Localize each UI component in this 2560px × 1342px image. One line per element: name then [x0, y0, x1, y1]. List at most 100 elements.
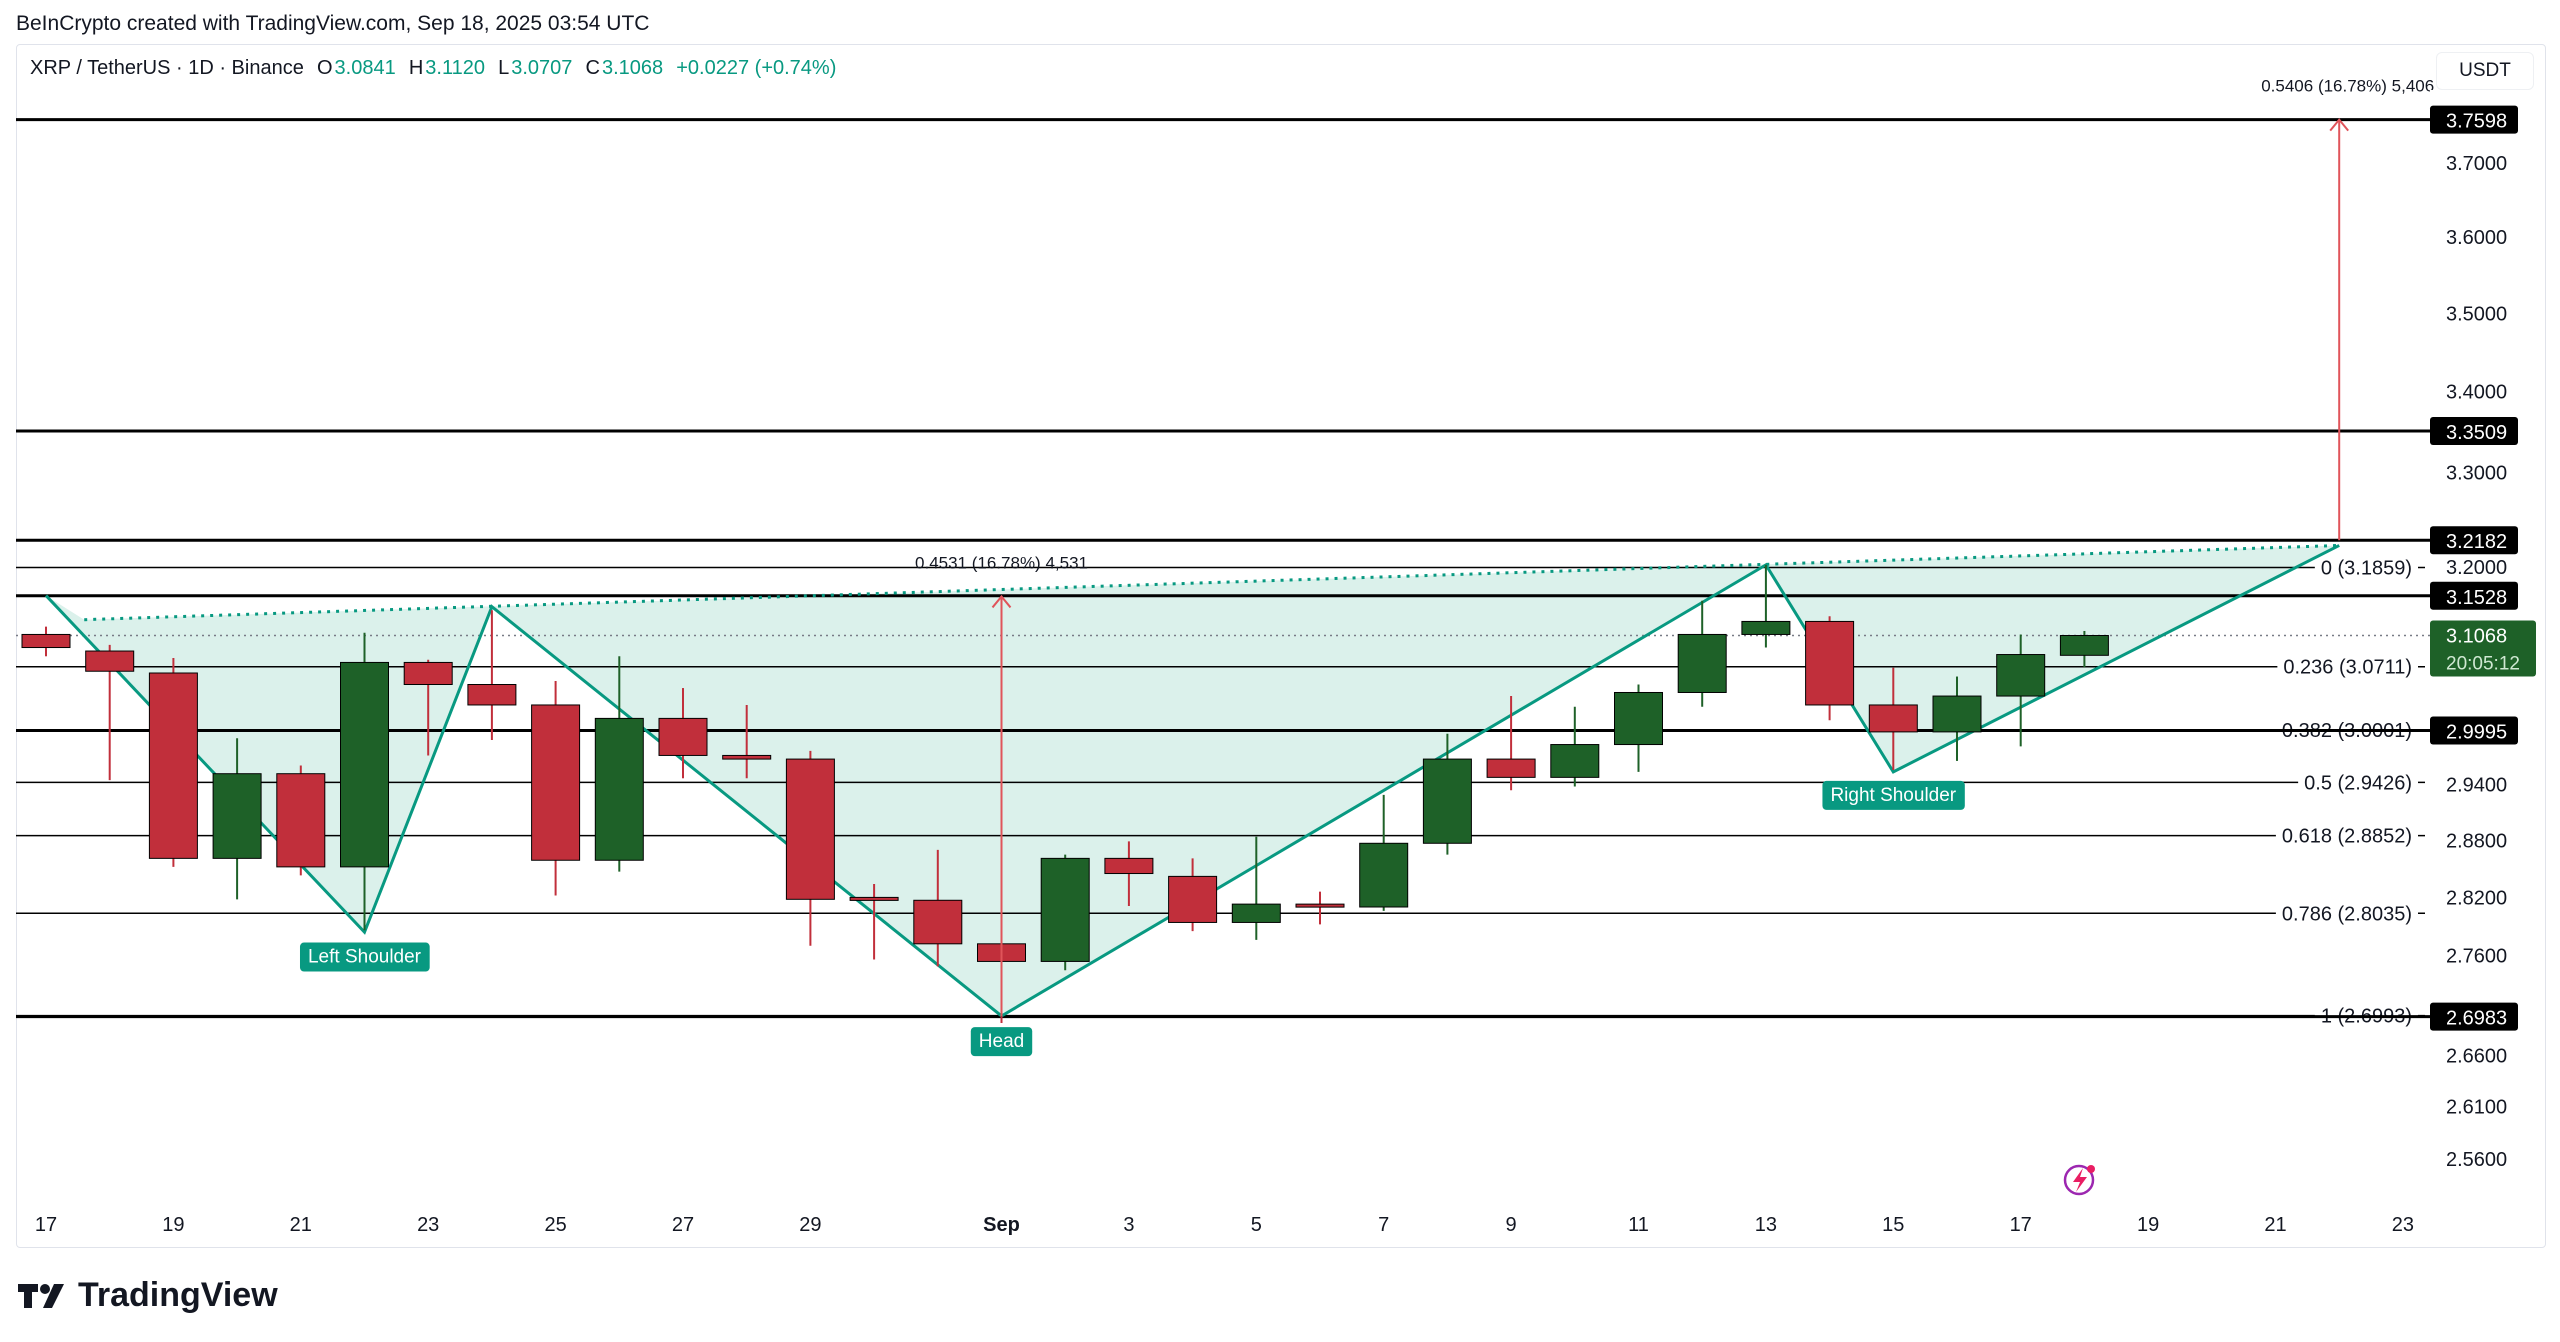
price-level-badge	[2430, 716, 2518, 745]
fib-label-bg	[2277, 656, 2418, 679]
candle-up	[1996, 654, 2046, 697]
x-tick-label: 9	[1506, 1214, 1517, 1236]
pattern-label: Left Shoulder	[308, 947, 422, 968]
price-level-badge	[2430, 581, 2518, 610]
notification-dot-icon	[2087, 1165, 2095, 1173]
high-label: H	[408, 57, 424, 79]
close-value: 3.1068	[601, 57, 664, 79]
low-label: L	[498, 57, 510, 79]
price-level-badge	[2430, 416, 2518, 445]
x-tick-label: 5	[1251, 1214, 1262, 1236]
x-tick-label: 27	[672, 1214, 694, 1236]
candle-down	[1168, 875, 1218, 923]
candle-up	[212, 773, 262, 859]
candle-up	[1677, 633, 1727, 693]
price-level-badge	[2430, 1002, 2518, 1031]
lightning-icon	[2063, 1164, 2095, 1196]
x-tick-label: 19	[162, 1214, 184, 1236]
candle-up	[1614, 691, 1663, 746]
arrow-head-icon	[2329, 118, 2349, 132]
y-tick-label: 3.4000	[2446, 382, 2507, 404]
close-label: C	[585, 57, 600, 79]
fib-level-label: 0.786 (2.8035)	[2282, 903, 2412, 925]
fib-label-bg	[2314, 557, 2418, 580]
x-tick-label: 29	[799, 1214, 821, 1236]
y-tick-label: 2.8200	[2446, 887, 2507, 909]
y-tick-label: 2.5600	[2446, 1149, 2507, 1171]
candle-up	[2059, 634, 2109, 656]
y-tick-label: 2.9400	[2446, 775, 2507, 797]
candle-down	[531, 704, 581, 861]
candle-down	[1104, 857, 1154, 875]
symbol-name[interactable]: XRP / TetherUS · 1D · Binance	[30, 57, 304, 79]
candle-up	[1741, 620, 1791, 635]
fib-level-label: 0.5 (2.9426)	[2304, 772, 2412, 794]
candle-down	[722, 754, 772, 760]
open-value: 3.0841	[334, 57, 396, 79]
tradingview-logo-text: TradingView	[78, 1276, 278, 1314]
x-tick-label: 7	[1378, 1214, 1389, 1236]
x-tick-label: 17	[35, 1214, 57, 1236]
fib-level-label: 0.618 (2.8852)	[2282, 826, 2412, 848]
y-tick-label: 3.5000	[2446, 303, 2507, 325]
candle-up	[1422, 758, 1472, 844]
countdown-label: 20:05:12	[2446, 653, 2520, 674]
price-level-badge-label: 2.6983	[2446, 1008, 2507, 1030]
price-level-badge-label: 3.7598	[2446, 111, 2507, 133]
y-tick-label: 3.3000	[2446, 462, 2507, 484]
candle-up	[1550, 744, 1600, 778]
candle-down	[913, 899, 963, 945]
candle-down	[85, 650, 135, 672]
price-level-badge	[2430, 526, 2518, 555]
price-level-badge-label: 3.1528	[2446, 587, 2507, 609]
pattern-label: Right Shoulder	[1830, 785, 1956, 806]
candle-down	[403, 661, 453, 686]
change-value: +0.0227 (+0.74%)	[676, 57, 837, 79]
fib-label-bg	[2298, 772, 2418, 795]
x-tick-label: 13	[1755, 1214, 1777, 1236]
y-tick-label: 3.7000	[2446, 153, 2507, 175]
candle-up	[1231, 903, 1281, 923]
fib-label-bg	[2275, 825, 2418, 848]
currency-button[interactable]: USDT	[2436, 52, 2534, 90]
candle-up	[1359, 842, 1409, 908]
y-tick-label: 2.6600	[2446, 1045, 2507, 1067]
tradingview-logo-icon	[18, 1283, 64, 1308]
fib-level-label: 0 (3.1859)	[2321, 558, 2412, 580]
pattern-label-bg	[299, 942, 430, 972]
y-tick-label: 2.6100	[2446, 1097, 2507, 1119]
x-tick-label: 23	[2392, 1214, 2414, 1236]
y-tick-label: 3.2000	[2446, 557, 2507, 579]
pattern-label: Head	[979, 1031, 1024, 1052]
current-price-badge	[2430, 620, 2536, 677]
price-level-badge-label: 3.3509	[2446, 422, 2507, 444]
measure-label: 0.5406 (16.78%) 5,406	[2261, 77, 2434, 96]
measure-label: 0.4531 (16.78%) 4,531	[915, 553, 1088, 572]
x-tick-label: Sep	[983, 1214, 1020, 1236]
candle-down	[276, 773, 326, 868]
x-tick-label: 11	[1628, 1214, 1649, 1236]
candle-up	[340, 661, 389, 868]
high-value: 3.1120	[425, 57, 485, 79]
pattern-label-bg	[970, 1027, 1033, 1057]
x-tick-label: 15	[1882, 1214, 1904, 1236]
candle-down	[849, 896, 899, 901]
open-label: O	[316, 57, 333, 79]
price-level-badge	[2430, 105, 2518, 134]
x-tick-label: 19	[2137, 1214, 2159, 1236]
candle-down	[658, 717, 708, 756]
low-value: 3.0707	[511, 57, 573, 79]
arrow-head-icon	[991, 594, 1012, 609]
candle-down	[1868, 704, 1918, 733]
candle-down	[148, 672, 198, 859]
x-tick-label: 25	[544, 1214, 566, 1236]
candle-down	[467, 684, 517, 706]
chart-frame	[16, 44, 2546, 1248]
x-tick-label: 23	[417, 1214, 439, 1236]
candle-up	[1932, 695, 1982, 733]
candle-down	[1295, 903, 1345, 908]
tradingview-logo[interactable]: TradingView	[18, 1276, 278, 1315]
candle-down	[21, 633, 71, 649]
